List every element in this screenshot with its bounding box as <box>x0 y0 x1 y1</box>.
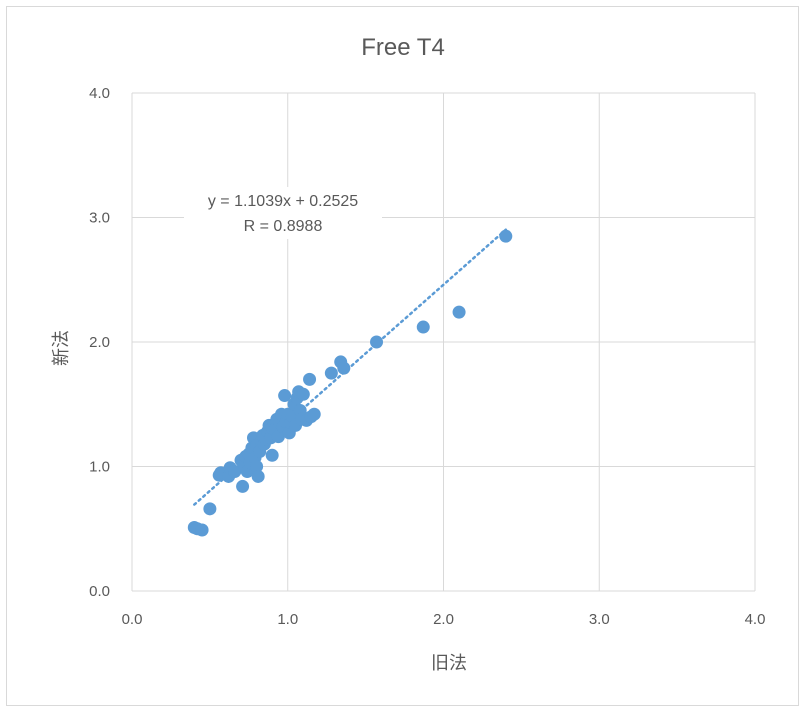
x-tick-label: 0.0 <box>122 611 143 628</box>
y-axis-title: 新法 <box>51 330 72 366</box>
data-point <box>337 361 351 375</box>
trendline-label: y = 1.1039x + 0.2525 R = 0.8988 <box>184 187 382 239</box>
data-point <box>271 430 285 444</box>
data-points <box>187 229 513 537</box>
chart-title: Free T4 <box>361 34 445 61</box>
trendline-equation: y = 1.1039x + 0.2525 <box>208 193 358 210</box>
data-point <box>324 366 338 380</box>
data-point <box>265 448 279 462</box>
data-point <box>251 469 265 483</box>
y-tick-label: 3.0 <box>89 210 110 227</box>
x-tick-label: 3.0 <box>589 611 610 628</box>
x-axis-title: 旧法 <box>431 653 467 674</box>
x-tick-label: 2.0 <box>433 611 454 628</box>
data-point <box>195 523 209 537</box>
data-point <box>303 372 317 386</box>
data-point <box>452 305 466 319</box>
data-point <box>228 464 242 478</box>
data-point <box>296 387 310 401</box>
x-tick-label: 1.0 <box>277 611 298 628</box>
y-tick-label: 4.0 <box>89 85 110 102</box>
x-tick-label: 4.0 <box>745 611 766 628</box>
data-point <box>203 502 217 516</box>
y-tick-label: 1.0 <box>89 459 110 476</box>
data-point <box>370 335 384 349</box>
gridlines <box>131 92 756 592</box>
trendline-r-value: R = 0.8988 <box>244 218 323 235</box>
y-tick-label: 0.0 <box>89 583 110 600</box>
data-point <box>236 479 250 493</box>
data-point <box>307 407 321 421</box>
data-point <box>499 229 513 243</box>
data-point <box>250 460 264 473</box>
x-tick-labels: 0.0 1.0 2.0 3.0 4.0 <box>122 611 766 628</box>
y-tick-labels: 0.0 1.0 2.0 3.0 4.0 <box>89 85 110 600</box>
chart-area: Free T4 0.0 1.0 2.0 3.0 4.0 0.0 1.0 2.0 3.0 4.0 … <box>6 6 799 706</box>
y-tick-label: 2.0 <box>89 334 110 351</box>
trendline-label-background <box>184 187 382 239</box>
chart-svg: Free T4 0.0 1.0 2.0 3.0 4.0 0.01.02.03.04.0 … <box>51 34 766 674</box>
data-point <box>416 320 430 334</box>
data-point <box>278 389 292 403</box>
